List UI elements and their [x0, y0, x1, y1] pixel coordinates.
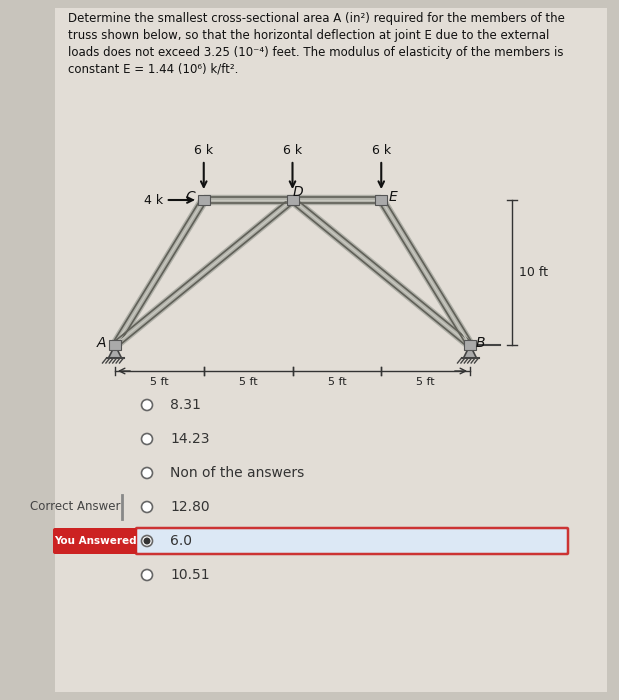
Text: B: B: [475, 336, 485, 350]
FancyBboxPatch shape: [55, 8, 607, 692]
Bar: [464, 340, 476, 350]
Text: Determine the smallest cross-sectional area A (in²) required for the members of : Determine the smallest cross-sectional a…: [68, 12, 565, 25]
FancyBboxPatch shape: [53, 528, 137, 554]
Text: Correct Answer: Correct Answer: [30, 500, 120, 514]
Bar: [109, 340, 121, 350]
Text: loads does not exceed 3.25 (10⁻⁴) feet. The modulus of elasticity of the members: loads does not exceed 3.25 (10⁻⁴) feet. …: [68, 46, 563, 59]
Text: truss shown below, so that the horizontal deflection at joint E due to the exter: truss shown below, so that the horizonta…: [68, 29, 550, 42]
Circle shape: [142, 468, 152, 479]
Text: C: C: [186, 190, 196, 204]
Text: E: E: [389, 190, 397, 204]
Text: 12.80: 12.80: [170, 500, 210, 514]
Circle shape: [142, 570, 152, 580]
FancyBboxPatch shape: [136, 528, 568, 554]
Text: 10 ft: 10 ft: [519, 266, 548, 279]
Text: Non of the answers: Non of the answers: [170, 466, 305, 480]
Polygon shape: [464, 345, 477, 358]
Text: 5 ft: 5 ft: [327, 377, 346, 387]
Polygon shape: [108, 345, 121, 358]
Text: 5 ft: 5 ft: [239, 377, 258, 387]
Bar: [287, 195, 298, 205]
Bar: [197, 195, 210, 205]
Text: You Answered: You Answered: [54, 536, 136, 546]
Circle shape: [142, 433, 152, 444]
Text: 5 ft: 5 ft: [150, 377, 169, 387]
Text: 4 k: 4 k: [144, 193, 163, 206]
Circle shape: [142, 501, 152, 512]
Text: 6 k: 6 k: [283, 144, 302, 157]
Text: 10.51: 10.51: [170, 568, 210, 582]
Text: 6.0: 6.0: [170, 534, 192, 548]
Circle shape: [142, 400, 152, 410]
Text: D: D: [292, 185, 303, 199]
Bar: [375, 195, 387, 205]
Text: A: A: [96, 336, 106, 350]
Circle shape: [144, 538, 150, 544]
Text: 6 k: 6 k: [371, 144, 391, 157]
Text: 14.23: 14.23: [170, 432, 209, 446]
Text: 5 ft: 5 ft: [417, 377, 435, 387]
Text: 8.31: 8.31: [170, 398, 201, 412]
Text: constant E = 1.44 (10⁶) k/ft².: constant E = 1.44 (10⁶) k/ft².: [68, 63, 238, 76]
Text: 6 k: 6 k: [194, 144, 214, 157]
Circle shape: [142, 536, 152, 547]
